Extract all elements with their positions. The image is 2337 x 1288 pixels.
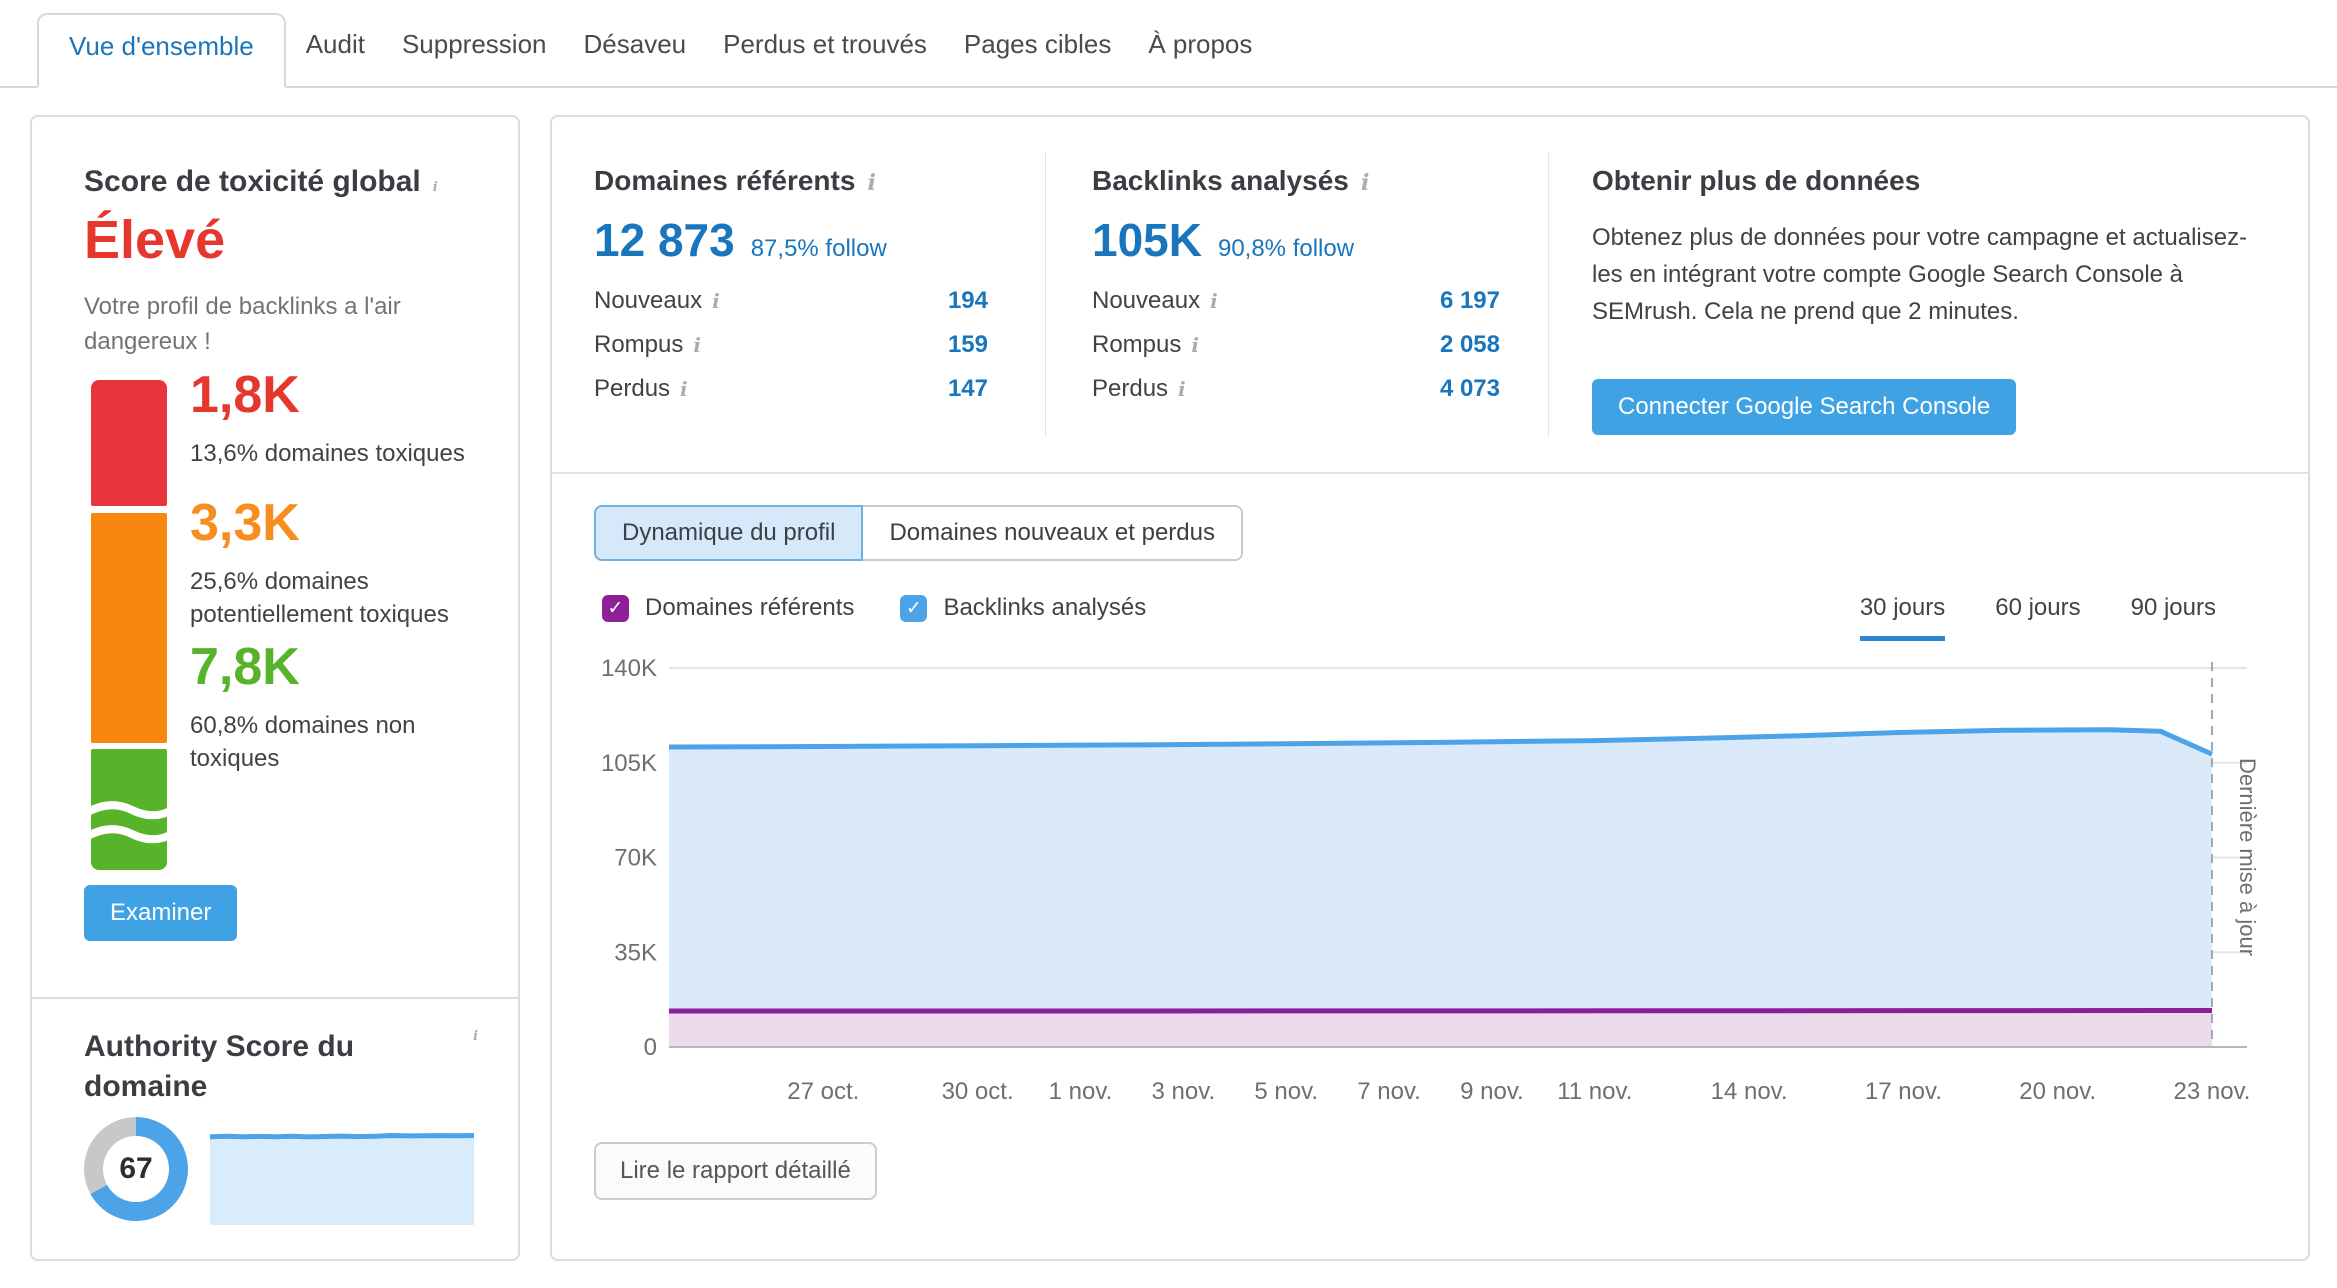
divider	[1548, 152, 1549, 437]
svg-text:140K: 140K	[601, 655, 657, 682]
analyzed-backlinks-total: 105K	[1092, 214, 1202, 266]
toxicity-card: Score de toxicité globali Élevé Votre pr…	[30, 115, 520, 1261]
get-more-data-block: Obtenir plus de données Obtenez plus de …	[1592, 117, 2264, 472]
info-icon[interactable]: i	[1361, 170, 1370, 196]
potentially-toxic-caption: 25,6% domaines potentiellement toxiques	[190, 565, 490, 631]
rompus-value[interactable]: 159	[948, 331, 988, 359]
get-more-data-text: Obtenez plus de données pour votre campa…	[1592, 219, 2252, 330]
analyzed-backlinks-legend-label: Backlinks analysés	[943, 594, 1146, 622]
svg-text:30 oct.: 30 oct.	[942, 1078, 1014, 1105]
non-toxic-count: 7,8K	[190, 639, 300, 695]
svg-text:5 nov.: 5 nov.	[1254, 1078, 1318, 1105]
stat-row-perdus: Perdusi4 073	[1092, 367, 1500, 411]
toxic-count: 1,8K	[190, 367, 300, 423]
info-icon[interactable]: i	[693, 333, 701, 357]
chart-view-toggle: Dynamique du profil Domaines nouveaux et…	[594, 505, 1243, 561]
tab-profile-dynamics[interactable]: Dynamique du profil	[594, 505, 863, 561]
top-tab-bar: Vue d'ensemble Audit Suppression Désaveu…	[0, 0, 2337, 88]
period-selector: 30 jours 60 jours 90 jours	[1810, 594, 2216, 641]
overview-card: Domaines référentsi 12 87387,5% follow N…	[550, 115, 2310, 1261]
svg-text:9 nov.: 9 nov.	[1460, 1078, 1524, 1105]
svg-text:14 nov.: 14 nov.	[1711, 1078, 1788, 1105]
svg-text:70K: 70K	[614, 845, 657, 872]
stat-row-nouveaux: Nouveauxi6 197	[1092, 279, 1500, 323]
examine-button[interactable]: Examiner	[84, 885, 237, 941]
stat-row-rompus: Rompusi159	[594, 323, 988, 367]
profile-dynamics-chart: 0 35K 70K 105K 140K Dernière mise à jour 27 oc…	[552, 644, 2308, 1144]
info-icon[interactable]: i	[680, 377, 688, 401]
toxic-bar-segment	[91, 380, 167, 506]
authority-score-trend-chart	[210, 1129, 474, 1225]
referring-domains-total: 12 873	[594, 214, 735, 266]
info-icon[interactable]: i	[1191, 333, 1199, 357]
authority-score-donut: 67	[84, 1117, 188, 1221]
period-30-days[interactable]: 30 jours	[1860, 594, 1945, 641]
divider	[1045, 152, 1046, 437]
tab-new-lost-domains[interactable]: Domaines nouveaux et perdus	[863, 505, 1243, 561]
bar-break-wave	[84, 797, 176, 849]
info-icon[interactable]: i	[867, 170, 876, 196]
tab-a-propos[interactable]: À propos	[1148, 29, 1252, 86]
referring-follow-pct: 87,5% follow	[751, 235, 887, 262]
stats-strip: Domaines référentsi 12 87387,5% follow N…	[552, 117, 2308, 474]
stat-row-rompus: Rompusi2 058	[1092, 323, 1500, 367]
stat-row-nouveaux: Nouveauxi194	[594, 279, 988, 323]
tab-vue-densemble[interactable]: Vue d'ensemble	[37, 13, 286, 88]
analyzed-backlinks-title: Backlinks analysés	[1092, 165, 1349, 196]
info-icon[interactable]: i	[433, 180, 438, 195]
get-more-data-title: Obtenir plus de données	[1592, 165, 1920, 197]
connect-gsc-button[interactable]: Connecter Google Search Console	[1592, 379, 2016, 435]
rompus-value[interactable]: 2 058	[1440, 331, 1500, 359]
authority-score-title: Authority Score du domaine	[84, 1027, 394, 1107]
analyzed-backlinks-checkbox[interactable]: ✓	[900, 595, 927, 622]
nouveaux-value[interactable]: 6 197	[1440, 287, 1500, 315]
potentially-toxic-bar-segment	[91, 513, 167, 743]
info-icon[interactable]: i	[1178, 377, 1186, 401]
referring-domains-title: Domaines référents	[594, 165, 855, 196]
nouveaux-value[interactable]: 194	[948, 287, 988, 315]
non-toxic-caption: 60,8% domaines non toxiques	[190, 709, 440, 775]
authority-score-value: 67	[119, 1152, 152, 1186]
info-icon[interactable]: i	[473, 1029, 478, 1044]
svg-text:17 nov.: 17 nov.	[1865, 1078, 1942, 1105]
toxicity-title: Score de toxicité globali	[84, 165, 438, 199]
perdus-value[interactable]: 4 073	[1440, 375, 1500, 403]
info-icon[interactable]: i	[712, 289, 720, 313]
chart-section: Dynamique du profil Domaines nouveaux et…	[552, 474, 2308, 1259]
toxicity-level: Élevé	[84, 209, 225, 271]
read-detailed-report-button[interactable]: Lire le rapport détaillé	[594, 1142, 877, 1200]
backlinks-follow-pct: 90,8% follow	[1218, 235, 1354, 262]
tab-audit[interactable]: Audit	[306, 29, 365, 86]
period-90-days[interactable]: 90 jours	[2131, 594, 2216, 641]
tab-perdus-et-trouves[interactable]: Perdus et trouvés	[723, 29, 927, 86]
svg-text:105K: 105K	[601, 750, 657, 777]
potentially-toxic-count: 3,3K	[190, 495, 300, 551]
tab-desaveu[interactable]: Désaveu	[584, 29, 687, 86]
svg-text:27 oct.: 27 oct.	[787, 1078, 859, 1105]
referring-domains-legend-label: Domaines référents	[645, 594, 854, 622]
referring-domains-block: Domaines référentsi 12 87387,5% follow N…	[594, 117, 988, 472]
stat-row-perdus: Perdusi147	[594, 367, 988, 411]
period-60-days[interactable]: 60 jours	[1995, 594, 2080, 641]
toxicity-subtitle: Votre profil de backlinks a l'air danger…	[84, 289, 414, 359]
card-divider	[32, 997, 518, 999]
toxic-caption: 13,6% domaines toxiques	[190, 437, 500, 470]
info-icon[interactable]: i	[1210, 289, 1218, 313]
svg-text:23 nov.: 23 nov.	[2174, 1078, 2251, 1105]
tab-pages-cibles[interactable]: Pages cibles	[964, 29, 1111, 86]
svg-text:35K: 35K	[614, 939, 657, 966]
svg-text:20 nov.: 20 nov.	[2019, 1078, 2096, 1105]
svg-text:0: 0	[644, 1034, 657, 1061]
perdus-value[interactable]: 147	[948, 375, 988, 403]
svg-text:3 nov.: 3 nov.	[1152, 1078, 1216, 1105]
chart-legend: ✓ Domaines référents ✓ Backlinks analysé…	[602, 594, 1192, 622]
svg-text:11 nov.: 11 nov.	[1557, 1078, 1632, 1105]
analyzed-backlinks-block: Backlinks analysési 105K90,8% follow Nou…	[1092, 117, 1500, 472]
svg-text:7 nov.: 7 nov.	[1357, 1078, 1421, 1105]
tab-suppression[interactable]: Suppression	[402, 29, 547, 86]
referring-domains-checkbox[interactable]: ✓	[602, 595, 629, 622]
svg-text:1 nov.: 1 nov.	[1049, 1078, 1113, 1105]
last-update-label: Dernière mise à jour	[2235, 758, 2260, 956]
